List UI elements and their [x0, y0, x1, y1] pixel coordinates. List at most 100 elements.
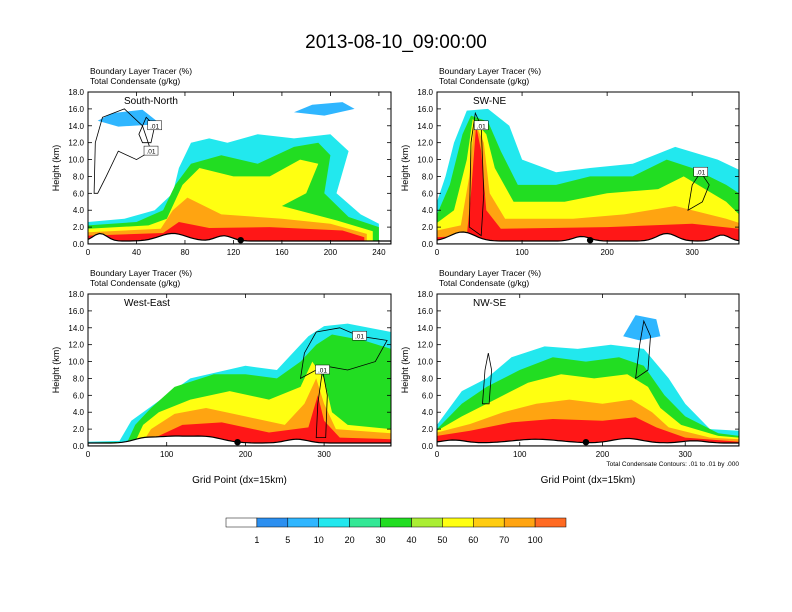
y-tick-label: 2.0 [73, 223, 85, 232]
panel-label: NW-SE [473, 298, 506, 309]
field-layers: .01 .01 [88, 102, 391, 244]
y-tick-label: 10.0 [417, 358, 433, 367]
colorbar-label: 100 [528, 535, 543, 545]
panel-header-line: Boundary Layer Tracer (%) [439, 268, 541, 278]
tracer-field-level-11 [437, 417, 739, 446]
y-tick-label: 16.0 [417, 307, 433, 316]
contour-label-box [143, 145, 159, 156]
field-layers: .01 .01 [437, 108, 739, 244]
y-tick-label: 2.0 [422, 223, 434, 232]
panel-label: SW-NE [473, 96, 506, 107]
y-tick-label: 12.0 [68, 341, 84, 350]
colorbar-swatch [503, 517, 536, 528]
tracer-field-level-2 [294, 102, 355, 116]
x-tick-label: 240 [372, 248, 386, 257]
plot-frame [87, 293, 392, 447]
colorbar-swatch [349, 517, 381, 528]
contour-label: .01 [318, 368, 327, 375]
y-tick-label: 0.0 [73, 240, 85, 249]
contour-label: .01 [150, 123, 159, 130]
tracer-field-level-2 [97, 109, 161, 127]
y-tick-label: 4.0 [73, 408, 85, 417]
colorbar-swatch [225, 517, 258, 528]
y-tick-label: 14.0 [68, 324, 84, 333]
y-tick-label: 10.0 [417, 156, 433, 165]
plot-frame [436, 293, 740, 447]
y-tick-label: 12.0 [417, 139, 433, 148]
x-tick-label: 0 [435, 450, 440, 459]
y-tick-label: 0.0 [422, 240, 434, 249]
location-marker [586, 237, 594, 244]
x-tick-label: 160 [275, 248, 289, 257]
y-tick-label: 18.0 [68, 88, 84, 97]
condensate-contour [315, 369, 328, 438]
y-tick-label: 4.0 [422, 408, 434, 417]
colorbar-swatch [380, 517, 412, 528]
tracer-field-level-2 [623, 315, 661, 341]
colorbar-label: 30 [376, 535, 386, 545]
colorbar-label: 1 [254, 535, 259, 545]
y-tick-label: 10.0 [68, 358, 84, 367]
contour-label-box [315, 364, 330, 375]
y-tick-label: 8.0 [73, 172, 85, 181]
y-tick-label: 0.0 [422, 442, 434, 451]
colorbar: 1 5 10 20 30 40 50 60 70 100 [225, 517, 567, 545]
y-tick-label: 18.0 [417, 88, 433, 97]
y-axis-label: Height (km) [400, 347, 410, 394]
location-marker [234, 439, 241, 446]
chart-panel-1: .01 .01 0.0 2.0 4.0 6.0 8.0 10.0 12.0 14.0 16.0 18.… [51, 66, 392, 257]
y-tick-label: 6.0 [422, 391, 434, 400]
y-tick-label: 16.0 [417, 105, 433, 114]
chart-panel-3: .01 .01 0.0 2.0 4.0 6.0 8.0 10.0 12.0 14.0 16.0 18.… [51, 268, 392, 486]
panel-header-line: Total Condensate (g/kg) [439, 76, 529, 86]
condensate-contour [299, 327, 388, 380]
x-tick-label: 0 [86, 248, 91, 257]
y-tick-label: 0.0 [73, 442, 85, 451]
x-axis-label: Grid Point (dx=15km) [192, 475, 287, 486]
y-tick-label: 4.0 [73, 206, 85, 215]
y-tick-label: 4.0 [422, 206, 434, 215]
x-tick-label: 200 [600, 248, 614, 257]
y-axis-label: Height (km) [400, 145, 410, 192]
x-tick-label: 40 [132, 248, 141, 257]
colorbar-label: 20 [345, 535, 355, 545]
x-tick-label: 0 [86, 450, 91, 459]
colorbar-label: 5 [285, 535, 290, 545]
contour-label-box [147, 120, 162, 131]
y-tick-label: 16.0 [68, 307, 84, 316]
y-tick-label: 6.0 [73, 189, 85, 198]
x-tick-label: 80 [181, 248, 190, 257]
contour-label: .01 [355, 334, 364, 341]
contour-label-box [352, 330, 367, 341]
y-axis-label: Height (km) [51, 145, 61, 192]
contour-label-box [693, 166, 708, 177]
y-tick-label: 8.0 [422, 172, 434, 181]
y-tick-label: 12.0 [417, 341, 433, 350]
colorbar-label: 50 [437, 535, 447, 545]
panel-header-line: Total Condensate (g/kg) [90, 76, 180, 86]
panel-header-line: Boundary Layer Tracer (%) [439, 66, 541, 76]
terrain-profile [88, 435, 391, 446]
condensate-contour [635, 319, 651, 380]
colorbar-swatch [534, 517, 567, 528]
x-tick-label: 100 [513, 450, 527, 459]
colorbar-swatch [287, 517, 319, 528]
colorbar-label: 70 [499, 535, 509, 545]
panel-header-line: Total Condensate (g/kg) [90, 278, 180, 288]
y-tick-label: 10.0 [68, 156, 84, 165]
y-tick-label: 2.0 [73, 425, 85, 434]
y-axis-label: Height (km) [51, 347, 61, 394]
chart-panel-2: .01 .01 0.0 2.0 4.0 6.0 8.0 10.0 12.0 14.0 16.0 18.… [400, 66, 740, 257]
y-tick-label: 12.0 [68, 139, 84, 148]
terrain-profile [437, 437, 739, 446]
main-title: 2013-08-10_09:00:00 [305, 32, 487, 53]
y-tick-label: 18.0 [417, 290, 433, 299]
tracer-field-level-11 [88, 395, 391, 446]
location-marker [237, 237, 244, 244]
contour-label: .01 [477, 123, 486, 130]
x-axis-label: Grid Point (dx=15km) [541, 475, 636, 486]
condensate-contour [138, 116, 156, 144]
y-tick-label: 2.0 [422, 425, 434, 434]
y-tick-label: 8.0 [73, 374, 85, 383]
